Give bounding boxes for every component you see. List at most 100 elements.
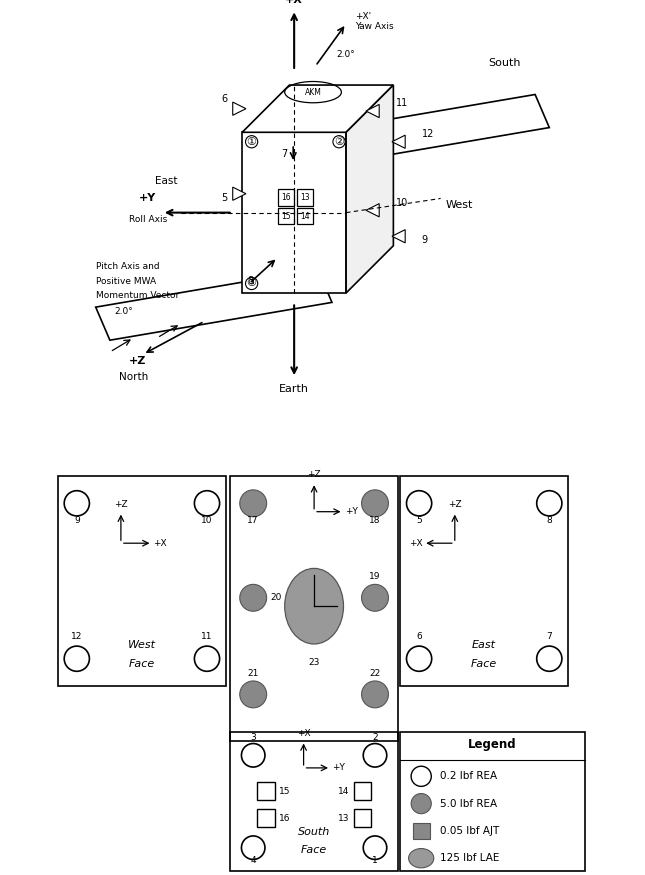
Text: Earth: Earth bbox=[279, 384, 309, 394]
Text: South: South bbox=[488, 58, 521, 68]
Text: 20: 20 bbox=[270, 593, 281, 602]
Polygon shape bbox=[392, 135, 405, 149]
Circle shape bbox=[240, 584, 266, 612]
Text: 11: 11 bbox=[396, 98, 408, 108]
Circle shape bbox=[240, 681, 266, 708]
Text: 13: 13 bbox=[337, 814, 349, 822]
Text: West: West bbox=[128, 640, 156, 650]
Text: +Y: +Y bbox=[139, 192, 156, 203]
Polygon shape bbox=[392, 229, 405, 243]
Text: +X: +X bbox=[153, 539, 167, 548]
Text: 125 lbf LAE: 125 lbf LAE bbox=[440, 853, 499, 864]
Text: +X: +X bbox=[409, 539, 422, 548]
Text: 7: 7 bbox=[546, 632, 552, 640]
Text: 22: 22 bbox=[370, 668, 381, 677]
Bar bbox=[257, 809, 275, 827]
Text: 16: 16 bbox=[281, 192, 291, 202]
Bar bbox=[277, 189, 294, 206]
Text: ②: ② bbox=[334, 136, 344, 147]
Bar bbox=[353, 809, 372, 827]
Text: Face: Face bbox=[301, 845, 327, 855]
Text: 23: 23 bbox=[308, 658, 320, 667]
Text: East: East bbox=[155, 176, 178, 186]
Bar bbox=[257, 782, 275, 800]
Text: 15: 15 bbox=[279, 787, 291, 795]
Text: 6: 6 bbox=[221, 94, 227, 103]
Text: 0.05 lbf AJT: 0.05 lbf AJT bbox=[440, 826, 499, 836]
Ellipse shape bbox=[408, 849, 434, 868]
Bar bbox=[400, 732, 585, 871]
Bar bbox=[297, 208, 313, 224]
Text: 12: 12 bbox=[71, 632, 83, 640]
Text: 10: 10 bbox=[396, 198, 408, 207]
Polygon shape bbox=[242, 85, 393, 132]
Text: +X: +X bbox=[285, 0, 303, 4]
Circle shape bbox=[362, 490, 388, 517]
Text: Face: Face bbox=[471, 659, 497, 669]
Bar bbox=[400, 476, 568, 686]
Polygon shape bbox=[366, 104, 379, 117]
Circle shape bbox=[362, 584, 388, 612]
Text: 16: 16 bbox=[279, 814, 291, 822]
Bar bbox=[353, 782, 372, 800]
Text: +Z: +Z bbox=[129, 356, 146, 366]
Text: 9: 9 bbox=[74, 516, 80, 526]
Text: 5: 5 bbox=[416, 516, 422, 526]
Text: 10: 10 bbox=[201, 516, 213, 526]
Text: +X'
Yaw Axis: +X' Yaw Axis bbox=[355, 11, 394, 31]
Text: 3: 3 bbox=[250, 732, 256, 742]
Text: Momentum Vector: Momentum Vector bbox=[95, 290, 179, 299]
Text: 14: 14 bbox=[300, 212, 310, 220]
Text: 11: 11 bbox=[201, 632, 213, 640]
Text: 13: 13 bbox=[300, 192, 310, 202]
Text: 1: 1 bbox=[372, 857, 378, 865]
Text: 15: 15 bbox=[281, 212, 291, 220]
Circle shape bbox=[411, 794, 432, 814]
Text: Pitch Axis and: Pitch Axis and bbox=[95, 262, 159, 271]
Text: 0.2 lbf REA: 0.2 lbf REA bbox=[440, 771, 497, 781]
Text: 6: 6 bbox=[416, 632, 422, 640]
Polygon shape bbox=[242, 132, 346, 293]
Text: North: North bbox=[119, 373, 148, 382]
Polygon shape bbox=[346, 85, 393, 293]
Text: 2: 2 bbox=[372, 732, 378, 742]
Text: 4: 4 bbox=[250, 857, 256, 865]
Text: 8: 8 bbox=[248, 276, 254, 286]
Text: +Y: +Y bbox=[332, 763, 345, 773]
Text: 7: 7 bbox=[281, 149, 287, 158]
Text: ①: ① bbox=[246, 136, 257, 147]
Polygon shape bbox=[233, 187, 246, 200]
Text: ③: ③ bbox=[246, 278, 257, 289]
Text: 12: 12 bbox=[422, 129, 434, 139]
Ellipse shape bbox=[284, 569, 344, 644]
Bar bbox=[58, 476, 226, 686]
Text: 18: 18 bbox=[369, 516, 381, 525]
Bar bbox=[230, 732, 398, 871]
Text: 5.0 lbf REA: 5.0 lbf REA bbox=[440, 799, 497, 808]
Text: AKM: AKM bbox=[304, 88, 321, 96]
Text: +Z: +Z bbox=[448, 500, 462, 508]
Text: 9: 9 bbox=[422, 235, 428, 245]
Text: 17: 17 bbox=[248, 516, 259, 525]
Bar bbox=[277, 208, 294, 224]
Bar bbox=[413, 822, 430, 839]
Circle shape bbox=[362, 681, 388, 708]
Polygon shape bbox=[366, 204, 379, 217]
Text: +Z: +Z bbox=[307, 470, 321, 480]
Text: +X: +X bbox=[297, 729, 310, 738]
Text: East: East bbox=[472, 640, 496, 650]
Text: 21: 21 bbox=[248, 668, 259, 677]
Text: 2.0°: 2.0° bbox=[115, 307, 134, 316]
Bar bbox=[297, 189, 313, 206]
Text: +Z: +Z bbox=[114, 500, 128, 508]
Text: Legend: Legend bbox=[468, 738, 517, 751]
Text: South: South bbox=[298, 827, 330, 837]
Text: Positive MWA: Positive MWA bbox=[95, 276, 156, 285]
Text: 14: 14 bbox=[337, 787, 349, 795]
Bar bbox=[230, 476, 398, 740]
Text: West: West bbox=[445, 200, 473, 210]
Text: +Y: +Y bbox=[344, 507, 357, 516]
Text: 2.0°: 2.0° bbox=[337, 50, 355, 59]
Polygon shape bbox=[233, 102, 246, 116]
Text: Face: Face bbox=[129, 659, 155, 669]
